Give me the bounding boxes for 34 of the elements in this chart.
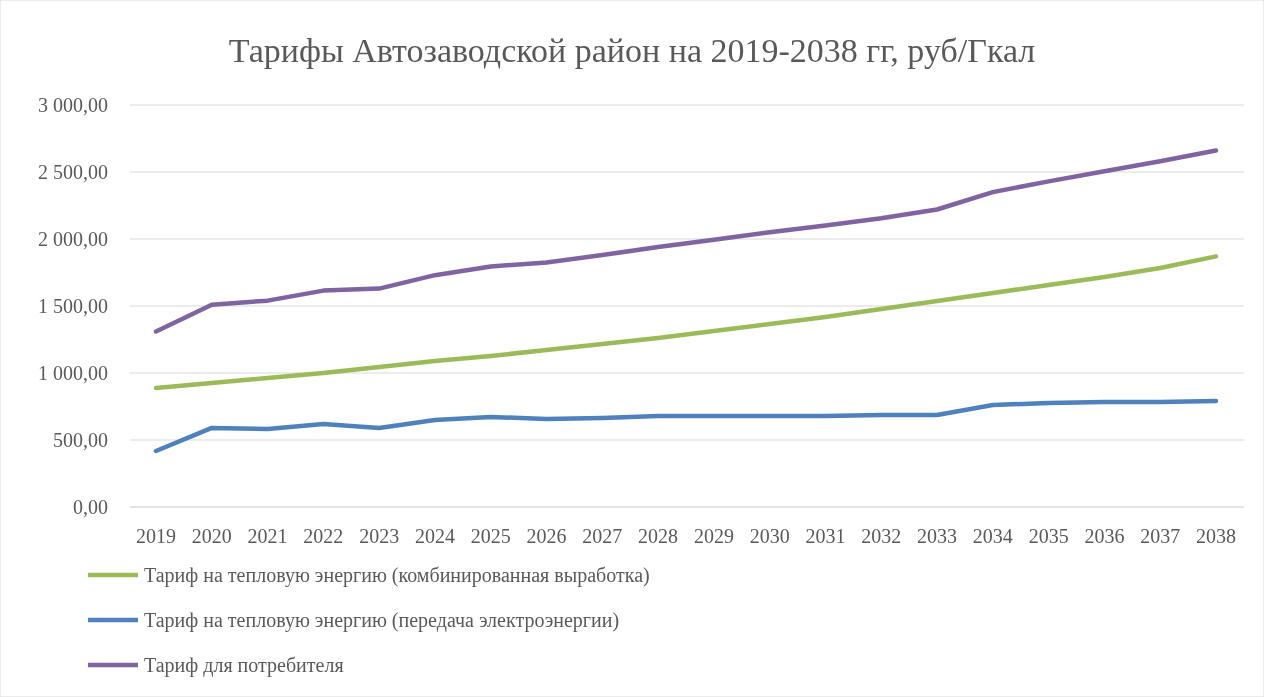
x-tick-label: 2038: [1196, 525, 1236, 547]
x-tick-label: 2033: [917, 525, 958, 547]
x-tick-label: 2037: [1140, 525, 1181, 547]
x-tick-label: 2031: [805, 525, 846, 547]
x-tick-label: 2030: [749, 525, 790, 547]
y-tick-label: 0,00: [73, 496, 108, 518]
x-tick-label: 2029: [693, 525, 734, 547]
y-tick-label: 3 000,00: [38, 94, 108, 116]
line-series: [153, 398, 1219, 454]
x-tick-label: 2022: [303, 525, 344, 547]
x-tick-label: 2020: [191, 525, 232, 547]
x-tick-label: 2026: [526, 525, 567, 547]
line-series: [153, 254, 1219, 391]
x-tick-label: 2023: [359, 525, 400, 547]
legend-label: Тариф для потребителя: [144, 654, 344, 677]
x-tick-label: 2024: [414, 525, 455, 547]
y-tick-label: 2 000,00: [38, 228, 108, 250]
x-tick-label: 2028: [638, 525, 679, 547]
legend-label: Тариф на тепловую энергию (комбинированная выработка): [144, 564, 650, 587]
y-tick-label: 1 500,00: [38, 295, 108, 317]
y-tick-label: 500,00: [53, 429, 108, 451]
x-tick-label: 2034: [972, 525, 1013, 547]
line-series: [153, 148, 1219, 334]
x-tick-label: 2021: [247, 525, 288, 547]
x-tick-label: 2035: [1028, 525, 1069, 547]
x-tick-label: 2025: [470, 525, 511, 547]
chart-title: Тарифы Автозаводской район на 2019-2038 гг, руб/Гкал: [228, 32, 1036, 69]
y-tick-label: 1 000,00: [38, 362, 108, 384]
x-tick-label: 2027: [582, 525, 623, 547]
x-tick-label: 2036: [1084, 525, 1125, 547]
legend-label: Тариф на тепловую энергию (передача электроэнергии): [144, 609, 620, 632]
x-tick-label: 2019: [136, 525, 176, 547]
x-tick-label: 2032: [861, 525, 902, 547]
y-tick-label: 2 500,00: [38, 161, 108, 183]
